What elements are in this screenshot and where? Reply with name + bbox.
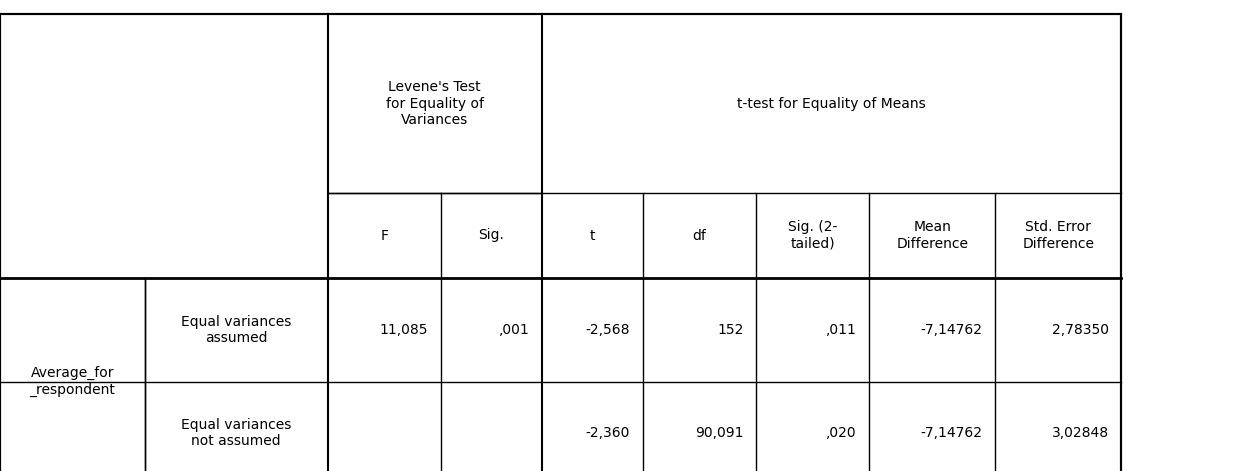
Text: F: F	[381, 228, 388, 243]
Text: ,001: ,001	[499, 323, 529, 337]
Text: 3,02848: 3,02848	[1052, 426, 1109, 440]
Text: 2,78350: 2,78350	[1052, 323, 1109, 337]
Text: Average_for
_respondent: Average_for _respondent	[29, 366, 116, 397]
Text: t: t	[590, 228, 595, 243]
Text: Equal variances
assumed: Equal variances assumed	[181, 315, 291, 345]
Text: Mean
Difference: Mean Difference	[896, 220, 969, 251]
Text: Sig.: Sig.	[479, 228, 504, 243]
Text: Equal variances
not assumed: Equal variances not assumed	[181, 418, 291, 448]
Text: Std. Error
Difference: Std. Error Difference	[1022, 220, 1095, 251]
Text: -7,14762: -7,14762	[921, 426, 983, 440]
Text: ,020: ,020	[827, 426, 857, 440]
Text: 11,085: 11,085	[381, 323, 428, 337]
Text: 90,091: 90,091	[696, 426, 743, 440]
Text: df: df	[692, 228, 707, 243]
Text: -2,360: -2,360	[586, 426, 630, 440]
Text: Sig. (2-
tailed): Sig. (2- tailed)	[788, 220, 838, 251]
Bar	[0, 14, 1121, 471]
Text: ,011: ,011	[825, 323, 857, 337]
Text: t-test for Equality of Means: t-test for Equality of Means	[737, 97, 926, 111]
Text: -2,568: -2,568	[586, 323, 630, 337]
Text: -7,14762: -7,14762	[921, 323, 983, 337]
Text: 152: 152	[717, 323, 743, 337]
Text: Levene's Test
for Equality of
Variances: Levene's Test for Equality of Variances	[386, 81, 484, 127]
